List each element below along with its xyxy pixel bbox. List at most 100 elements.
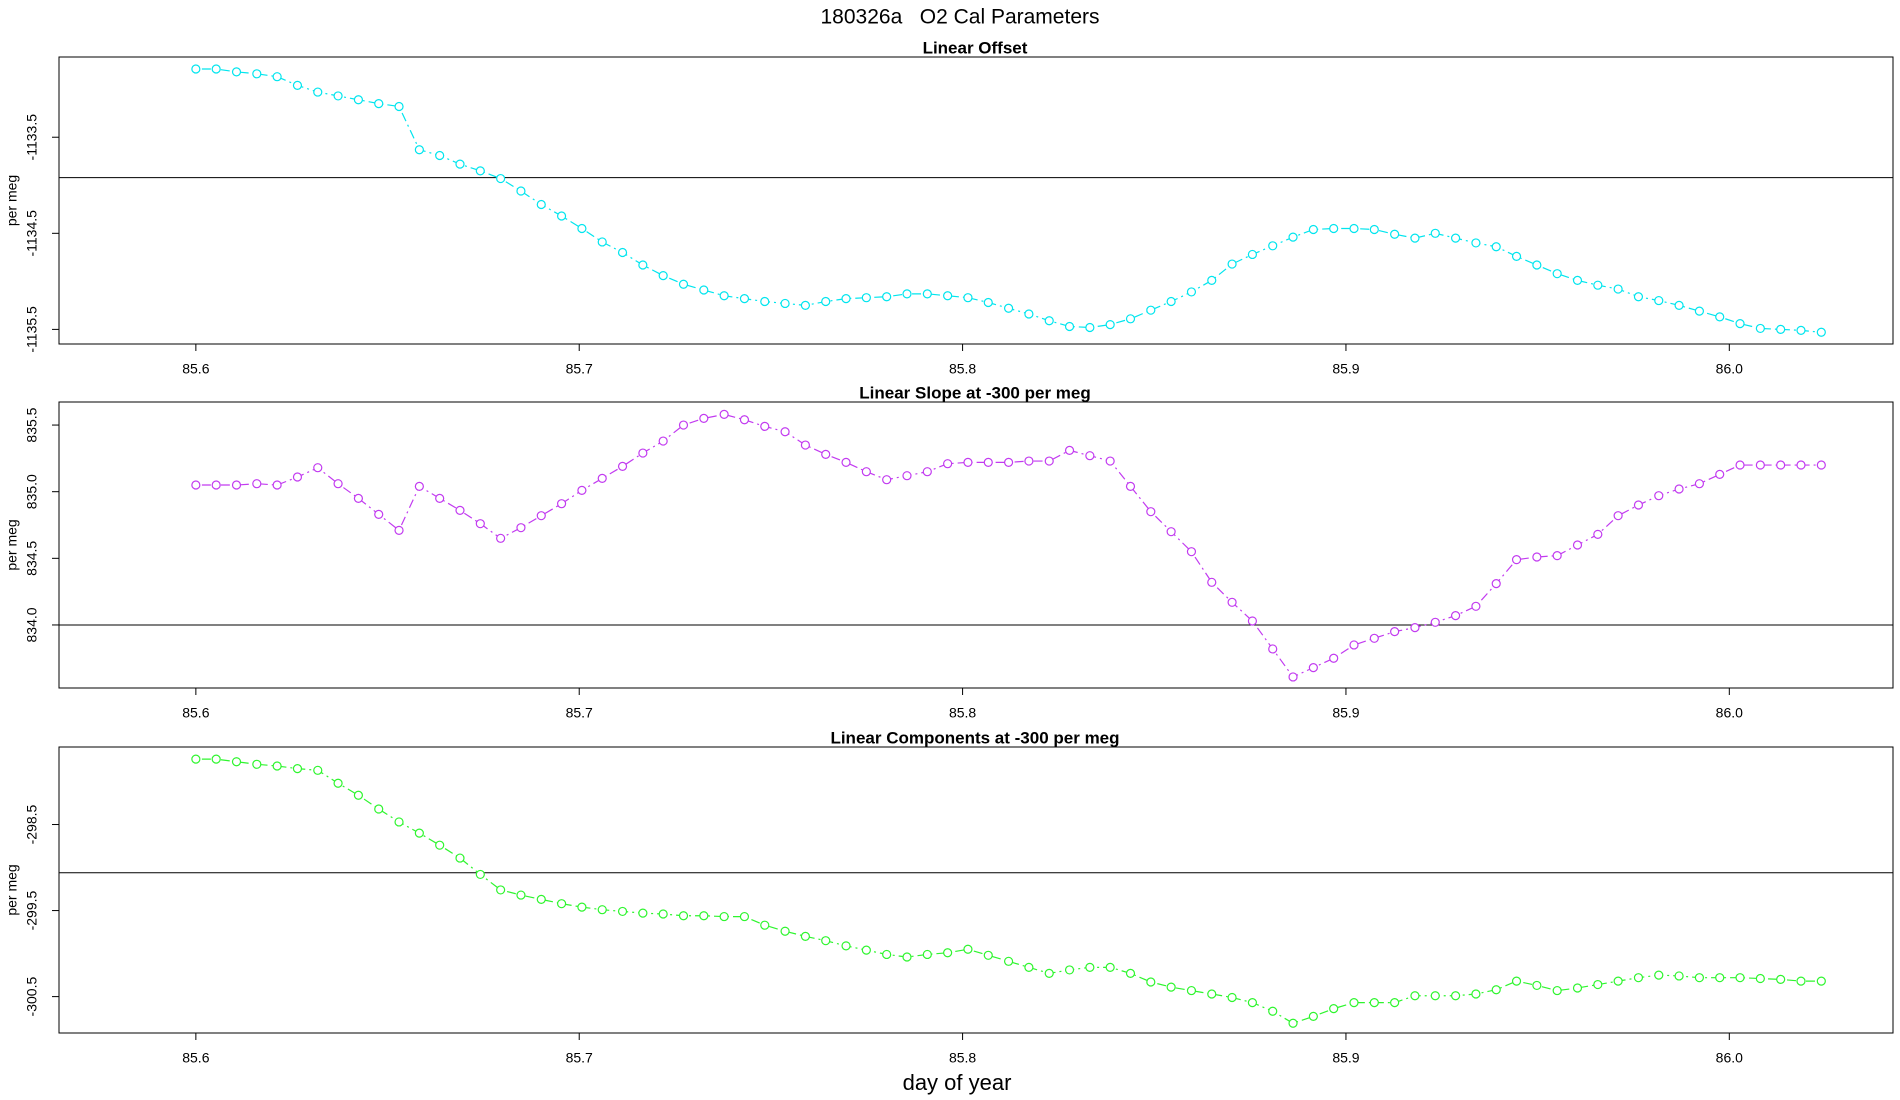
data-point [1816,976,1826,986]
plot-frame [58,401,1894,689]
data-point [882,475,892,485]
data-point [1024,456,1034,466]
data-point [1511,976,1522,986]
data-point [577,485,587,495]
data-point [1491,579,1501,589]
data-point [1207,989,1217,999]
x-tick-label: 85.6 [182,361,209,377]
data-point [658,270,668,281]
y-axis-label: per meg [4,175,20,226]
data-point [292,472,303,482]
data-point [1329,653,1339,663]
data-point [1654,295,1664,306]
data-point [374,99,384,109]
data-point [841,457,851,467]
data-point [1613,976,1623,986]
data-point [455,853,465,863]
data-point [1776,324,1786,334]
data-point [861,293,871,303]
data-point [1613,511,1623,521]
data-point [1816,460,1826,470]
data-point [556,499,567,509]
data-point [1674,484,1684,494]
data-point [861,467,871,477]
x-tick-label: 85.7 [566,705,593,721]
plot-frame [58,56,1894,345]
data-point [719,291,729,301]
y-tick-label: 834.5 [24,541,40,576]
data-point [1430,617,1440,627]
data-point [1633,973,1644,983]
data-point [231,480,242,490]
data-point [800,931,811,941]
data-point [1796,460,1806,470]
data-point [1186,547,1197,557]
data-point [1471,989,1481,999]
data-point [1003,457,1014,467]
data-point [1532,260,1542,270]
data-point [719,409,729,419]
y-tick-label: -298.5 [24,804,40,844]
data-point [414,145,424,155]
data-point [1796,325,1806,335]
data-point [1268,1006,1278,1016]
data-point [1125,481,1136,491]
data-point [1146,977,1156,987]
data-point [963,293,973,303]
data-point [1450,611,1461,621]
data-point [1085,451,1095,461]
data-point [1024,309,1034,319]
y-tick-label: 834.0 [24,607,40,642]
data-point [475,166,485,176]
data-point [536,894,546,904]
data-point [1511,251,1522,261]
data-point [516,890,526,900]
data-point [1654,491,1664,501]
data-point [1572,983,1583,993]
data-point [1776,460,1786,470]
data-point [1633,292,1644,302]
data-point [1532,552,1542,562]
x-axis-label: day of year [903,1070,1012,1095]
data-point [292,763,303,774]
data-point [882,949,892,960]
data-point [191,480,201,490]
data-point [1390,229,1400,239]
data-point [780,298,790,309]
data-point [1064,321,1075,332]
data-point [1755,460,1765,470]
data-point [1125,314,1136,324]
data-point [333,778,343,788]
data-point [617,461,628,471]
data-point [231,757,242,767]
data-point [1288,1018,1298,1028]
data-point [252,759,262,769]
data-point [516,523,526,533]
data-point [1247,249,1258,260]
data-point [333,91,343,101]
data-point [1146,305,1156,315]
series-line [195,413,1822,678]
data-point [739,911,750,922]
data-point [1796,976,1806,986]
data-point [1308,224,1318,235]
data-point [1593,979,1603,990]
x-tick-label: 85.9 [1332,705,1359,721]
data-point [983,457,993,467]
data-point [739,294,750,304]
data-point [922,289,932,299]
data-point [658,909,668,919]
data-point [1816,327,1826,337]
data-point [1166,527,1176,537]
data-point [1024,962,1034,972]
data-point [1308,663,1318,673]
data-point [1329,1004,1339,1014]
data-point [1044,456,1054,466]
x-tick-label: 85.9 [1332,1050,1359,1066]
data-point [1349,998,1359,1008]
y-tick-label: -1135.5 [24,306,40,353]
data-point [902,289,912,299]
data-point [1511,555,1522,565]
data-point [536,511,546,521]
data-point [211,480,221,490]
